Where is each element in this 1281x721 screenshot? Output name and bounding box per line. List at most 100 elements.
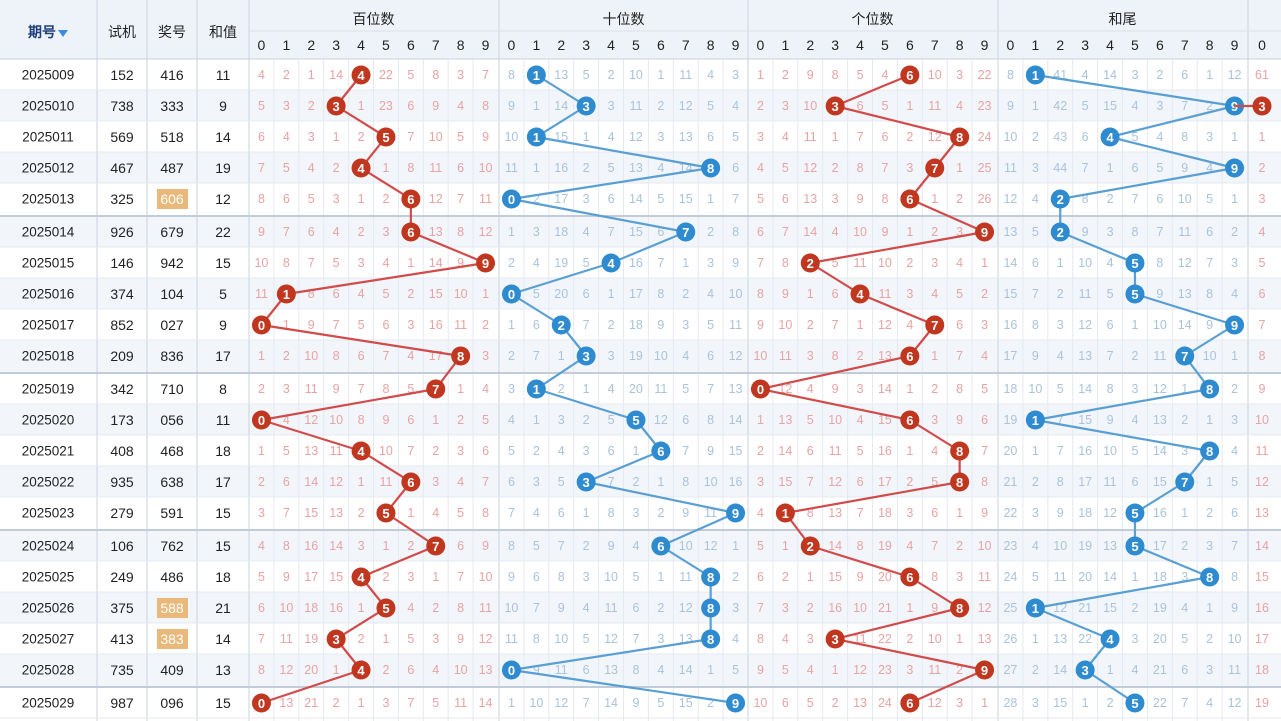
- miss-count-cell: 8: [732, 225, 739, 239]
- miss-count-cell: 4: [1082, 68, 1089, 82]
- miss-count-cell: 8: [258, 663, 265, 677]
- header-digit: 7: [682, 37, 690, 53]
- miss-count-cell: 18: [304, 601, 318, 615]
- miss-count-cell: 3: [407, 570, 414, 584]
- miss-count-cell: 20: [304, 663, 318, 677]
- winning-digit-label: 6: [407, 475, 414, 490]
- test-number-cell: 413: [110, 631, 134, 647]
- winning-digit-ball: [1025, 598, 1045, 618]
- trend-line-segment: [909, 197, 985, 234]
- miss-count-cell: 1: [1131, 570, 1138, 584]
- miss-count-cell: 15: [1153, 475, 1167, 489]
- winning-digit-label: 3: [333, 632, 340, 647]
- trend-line-segment: [261, 387, 436, 422]
- miss-count-cell: 5: [1131, 444, 1138, 458]
- miss-count-cell: 5: [757, 539, 764, 553]
- winning-digit-ball: [376, 127, 396, 147]
- miss-count-cell: 9: [857, 570, 864, 584]
- miss-count-cell: 11: [1104, 475, 1117, 489]
- miss-count-cell: 8: [508, 68, 515, 82]
- miss-count-cell: 6: [583, 663, 590, 677]
- miss-count-cell: 11: [454, 696, 467, 710]
- winning-digit-label: 3: [333, 99, 340, 114]
- test-number-cell: 738: [110, 98, 134, 114]
- winning-digit-label: 6: [407, 225, 414, 240]
- header-digit: 5: [382, 37, 390, 53]
- miss-count-cell: 4: [533, 256, 540, 270]
- miss-count-cell: 5: [757, 192, 764, 206]
- miss-count-cell: 11: [928, 99, 941, 113]
- miss-count-cell: 10: [429, 130, 443, 144]
- miss-count-cell: 7: [1206, 256, 1213, 270]
- miss-count-cell: 7: [682, 444, 689, 458]
- miss-count-cell: 11: [379, 475, 392, 489]
- winning-digit-ball: [501, 660, 521, 680]
- miss-count-cell: 15: [1103, 99, 1117, 113]
- table-row-background: [0, 309, 1281, 340]
- trend-line-segment: [385, 512, 437, 547]
- winning-digit-label: 9: [732, 506, 739, 521]
- miss-count-cell: 1: [707, 663, 714, 677]
- winning-digit-label: 1: [283, 287, 290, 302]
- miss-count-cell: 5: [308, 192, 315, 206]
- miss-count-cell: 6: [508, 475, 515, 489]
- miss-count-cell: 13: [604, 663, 618, 677]
- winning-digit-ball: [1125, 536, 1145, 556]
- miss-count-cell: 3: [1206, 539, 1213, 553]
- miss-count-cell: 3: [583, 192, 590, 206]
- miss-count-cell-extra: 2: [1259, 161, 1266, 175]
- miss-count-cell: 14: [729, 413, 743, 427]
- miss-count-cell-extra: 14: [1255, 539, 1269, 553]
- winning-digit-label: 7: [931, 161, 938, 176]
- winning-digit-label: 6: [906, 570, 913, 585]
- test-number-cell: 146: [110, 255, 134, 271]
- miss-count-cell: 14: [1103, 68, 1117, 82]
- miss-count-cell: 3: [1231, 256, 1238, 270]
- miss-count-cell: 6: [558, 506, 565, 520]
- sort-down-icon[interactable]: [58, 30, 68, 37]
- miss-count-cell: 1: [533, 161, 540, 175]
- test-number-cell: 935: [110, 474, 134, 490]
- trend-line-segment: [810, 230, 985, 265]
- period-cell: 2025028: [22, 663, 75, 678]
- miss-count-cell: 1: [1032, 444, 1039, 458]
- miss-count-cell: 17: [629, 287, 643, 301]
- miss-count-cell: 5: [258, 570, 265, 584]
- sum-cell: 15: [215, 695, 231, 711]
- winning-digit-label: 4: [1106, 632, 1114, 647]
- miss-count-cell: 1: [1057, 256, 1064, 270]
- miss-count-cell: 14: [878, 382, 892, 396]
- miss-count-cell: 7: [757, 601, 764, 615]
- period-cell: 2025020: [22, 413, 75, 428]
- winning-digit-ball: [800, 253, 820, 273]
- miss-count-cell: 4: [1131, 99, 1138, 113]
- miss-count-cell: 12: [679, 99, 693, 113]
- miss-count-cell: 3: [432, 475, 439, 489]
- miss-count-cell: 4: [432, 506, 439, 520]
- trend-line-segment: [909, 668, 985, 705]
- miss-count-cell: 6: [857, 475, 864, 489]
- winning-digit-label: 5: [382, 130, 389, 145]
- miss-count-cell: 1: [732, 539, 739, 553]
- miss-count-cell: 4: [1231, 444, 1238, 458]
- trend-line-segment: [360, 450, 412, 483]
- trend-line-segment: [286, 261, 486, 296]
- miss-count-cell: 2: [657, 601, 664, 615]
- header-period[interactable]: 期号: [28, 24, 56, 40]
- miss-count-cell: 2: [632, 475, 639, 489]
- miss-count-cell: 2: [283, 349, 290, 363]
- miss-count-cell: 10: [853, 601, 867, 615]
- winning-digit-ball: [326, 96, 346, 116]
- miss-count-cell: 11: [1153, 349, 1166, 363]
- miss-count-cell: 14: [329, 539, 343, 553]
- miss-count-cell: 9: [1007, 99, 1014, 113]
- sum-cell: 15: [215, 505, 231, 521]
- miss-count-cell: 3: [358, 539, 365, 553]
- prize-number-cell: 416: [160, 67, 184, 83]
- miss-count-cell: 6: [1107, 318, 1114, 332]
- miss-count-cell: 3: [782, 99, 789, 113]
- miss-count-cell: 13: [479, 663, 493, 677]
- miss-count-cell: 7: [482, 475, 489, 489]
- sum-cell: 22: [215, 224, 231, 240]
- miss-count-cell: 13: [1103, 539, 1117, 553]
